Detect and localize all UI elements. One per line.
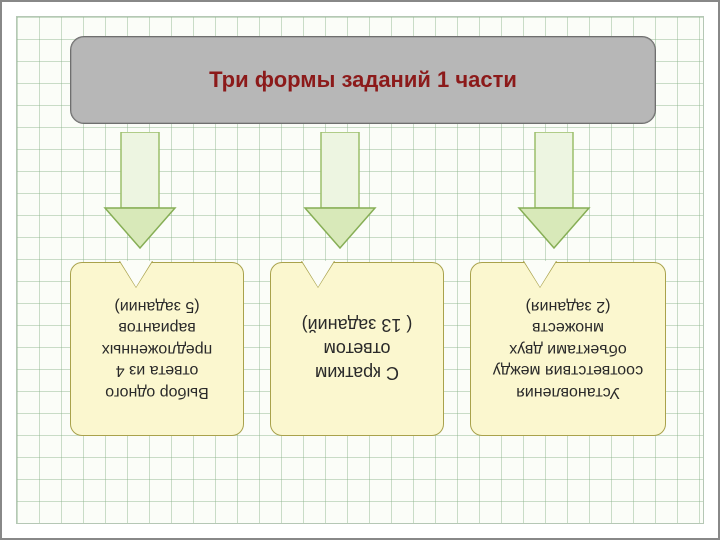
arrow-2 [298, 132, 382, 252]
arrow-3 [512, 132, 596, 252]
card-2-notch [302, 261, 334, 287]
card-1: Выбор одного ответа из 4 предложенных ва… [70, 262, 244, 436]
card-3-notch [524, 261, 556, 287]
arrow-shaft [321, 132, 359, 208]
card-1-text: Выбор одного ответа из 4 предложенных ва… [102, 295, 212, 403]
card-3-text: Установления соответствия между объектам… [493, 295, 643, 403]
arrow-head-icon [519, 208, 589, 248]
arrow-head-icon [105, 208, 175, 248]
arrow-1 [98, 132, 182, 252]
card-2: С кратким ответом ( 13 заданий) [270, 262, 444, 436]
stage: { "title": { "text": "Три формы заданий … [0, 0, 720, 540]
card-3: Установления соответствия между объектам… [470, 262, 666, 436]
card-1-notch [120, 261, 152, 287]
arrow-head-icon [305, 208, 375, 248]
arrow-shaft [535, 132, 573, 208]
card-2-text: С кратким ответом ( 13 заданий) [302, 313, 413, 386]
arrow-shaft [121, 132, 159, 208]
title-text: Три формы заданий 1 части [209, 67, 517, 93]
title-box: Три формы заданий 1 части [70, 36, 656, 124]
